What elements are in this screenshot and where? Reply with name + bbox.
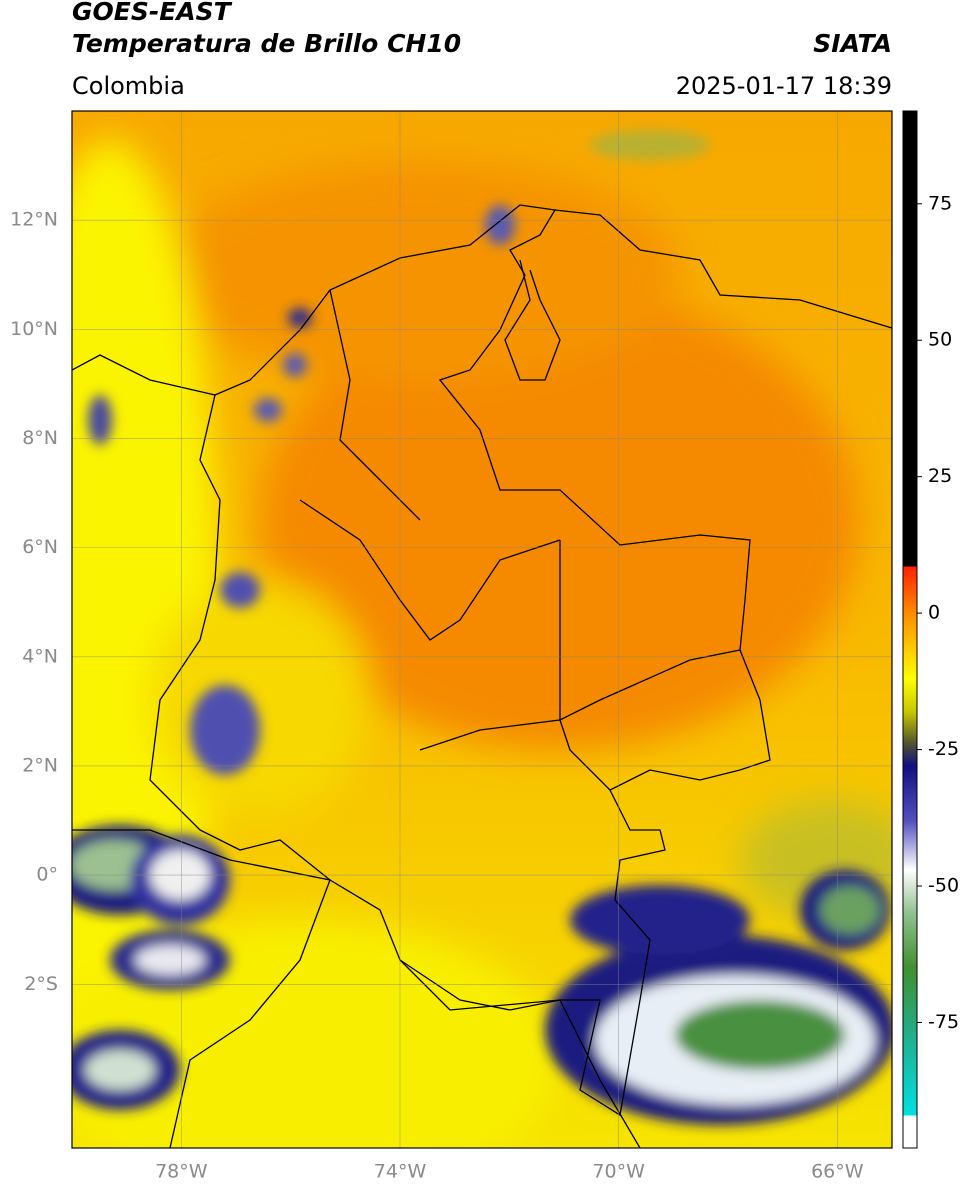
map-frame (71, 110, 893, 1149)
colorbar-tick-label: -25 (928, 738, 959, 760)
x-tick-label: 78°W (155, 1161, 208, 1183)
colorbar-tick-label: 25 (928, 465, 952, 487)
colorbar-tick-label: 0 (928, 602, 940, 624)
colorbar (902, 110, 918, 1149)
map-image (72, 111, 892, 1148)
y-tick-label: 12°N (10, 209, 58, 231)
x-tick-label: 70°W (592, 1161, 645, 1183)
colorbar-tick-label: -75 (928, 1011, 959, 1033)
y-tick-label: 2°N (22, 754, 58, 776)
y-tick-label: 8°N (22, 427, 58, 449)
y-tick-label: 4°N (22, 645, 58, 667)
colorbar-tick-label: 75 (928, 192, 952, 214)
y-tick-label: 10°N (10, 318, 58, 340)
y-tick-label: 6°N (22, 536, 58, 558)
x-tick-label: 66°W (811, 1161, 864, 1183)
region: Colombia (72, 72, 185, 100)
timestamp: 2025-01-17 18:39 (676, 72, 892, 100)
borders (72, 204, 892, 1148)
title: GOES-EAST (72, 0, 233, 26)
subtitle: Temperatura de Brillo CH10 (72, 29, 461, 58)
y-tick-label: 0° (36, 864, 58, 886)
colorbar-tick-label: -50 (928, 875, 959, 897)
y-tick-label: 2°S (24, 973, 58, 995)
x-tick-label: 74°W (374, 1161, 427, 1183)
colorbar-tick-label: 50 (928, 329, 952, 351)
source: SIATA (813, 29, 892, 58)
